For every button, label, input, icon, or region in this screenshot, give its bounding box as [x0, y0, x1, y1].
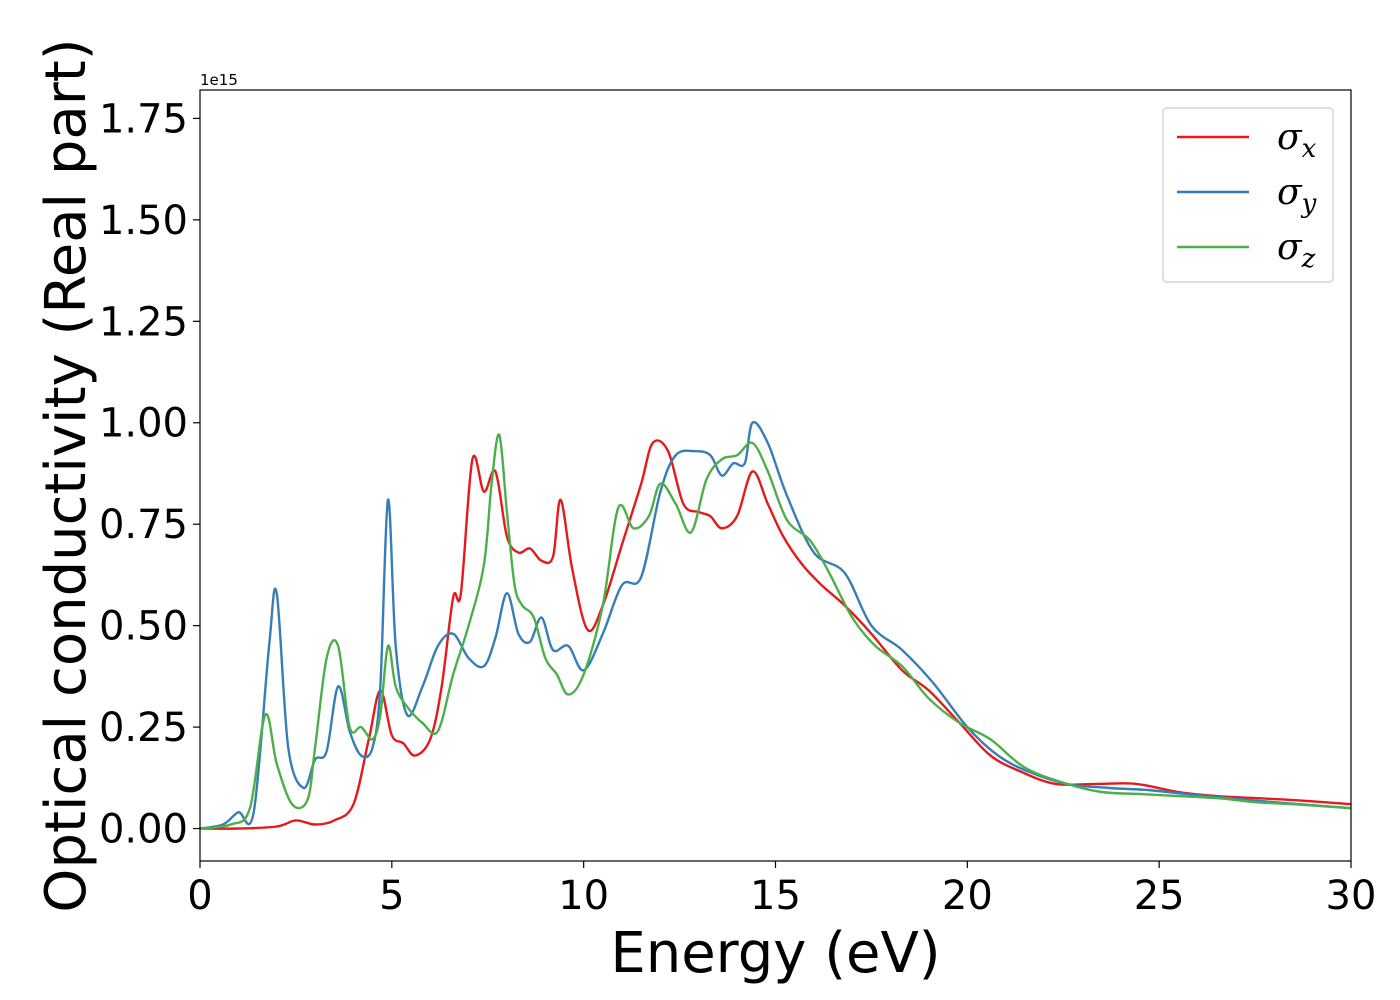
x-axis-title: Energy (eV)	[610, 921, 940, 986]
x-tick-label: 0	[187, 873, 212, 919]
legend: σx σy σz	[1162, 107, 1334, 283]
legend-label-z: σz	[1277, 227, 1316, 274]
legend-label-y: σy	[1277, 172, 1317, 219]
y-tick-label: 0.00	[99, 807, 188, 853]
series-line-y	[199, 420, 1352, 830]
y-tick-label: 1.25	[99, 299, 188, 345]
x-axis: 0 5 10 15 20 25 30	[187, 861, 1376, 919]
series-line-z	[199, 433, 1352, 830]
y-axis-offset-label: 1e15	[200, 71, 238, 89]
y-tick-label: 1.50	[99, 198, 188, 244]
legend-label-x: σx	[1277, 117, 1317, 164]
x-tick-label: 10	[558, 873, 609, 919]
y-tick-label: 0.75	[99, 502, 188, 548]
y-tick-label: 0.50	[99, 604, 188, 650]
legend-box	[1162, 107, 1334, 283]
series-line-x	[199, 439, 1352, 830]
x-tick-label: 20	[942, 873, 993, 919]
x-tick-label: 5	[379, 873, 404, 919]
series-lines	[199, 420, 1352, 830]
y-axis-title: Optical conductivity (Real part)	[34, 38, 99, 912]
x-tick-label: 30	[1326, 873, 1377, 919]
y-axis: 0.00 0.25 0.50 0.75 1.00 1.25 1.50 1.75	[99, 96, 200, 853]
y-tick-label: 1.75	[99, 96, 188, 142]
y-tick-label: 1.00	[99, 401, 188, 447]
x-tick-label: 15	[750, 873, 801, 919]
x-tick-label: 25	[1134, 873, 1185, 919]
y-tick-label: 0.25	[99, 705, 188, 751]
